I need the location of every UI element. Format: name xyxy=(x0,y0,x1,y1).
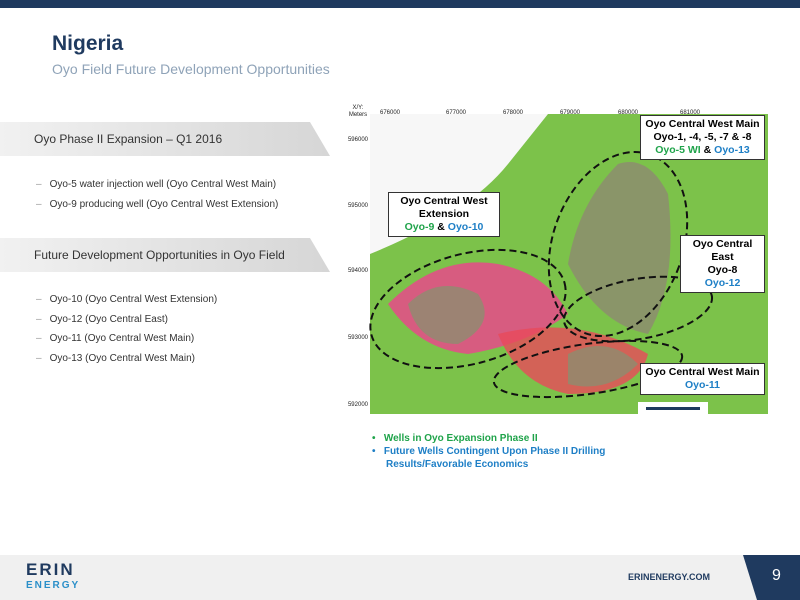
map-label: 680000 xyxy=(618,110,639,116)
well-label: Oyo-10 xyxy=(447,221,484,233)
callout: Oyo Central West Main Oyo-11 xyxy=(640,363,765,395)
url: ERINENERGY.COM xyxy=(627,572,710,582)
bullet-item: Oyo-11 (Oyo Central West Main) xyxy=(36,333,195,344)
bullet-item: Oyo-12 (Oyo Central East) xyxy=(36,314,168,325)
map-label: 679000 xyxy=(560,110,581,116)
callout-line: Oyo Central East xyxy=(692,238,753,263)
map-label: 592000 xyxy=(348,402,369,408)
map-label: 677000 xyxy=(446,110,467,116)
map-label: 595000 xyxy=(348,203,369,209)
callout-wells: Oyo-5 WI & Oyo-13 xyxy=(644,144,761,157)
section-heading: Future Development Opportunities in Oyo … xyxy=(0,238,330,272)
map-label: 594000 xyxy=(348,268,369,274)
callout-wells: Oyo-11 xyxy=(644,379,761,392)
legend-text: Wells in Oyo Expansion Phase II xyxy=(383,433,538,444)
callout-wells: Oyo-9 & Oyo-10 xyxy=(392,221,496,234)
logo-top: ERIN xyxy=(26,560,75,579)
map-label: Meters xyxy=(349,112,367,118)
map-label: 596000 xyxy=(348,137,369,143)
map-label: 676000 xyxy=(380,110,401,116)
map-label: 678000 xyxy=(503,110,524,116)
legend-item: • Wells in Oyo Expansion Phase II xyxy=(372,433,538,444)
callout-line: Oyo-1, -4, -5, -7 & -8 xyxy=(653,131,752,143)
well-label: Oyo-5 WI xyxy=(655,144,701,156)
map-label: X/Y: xyxy=(352,105,363,111)
callout: Oyo Central East Oyo-8 Oyo-12 xyxy=(680,235,765,293)
callout-line: Oyo Central West Main xyxy=(645,118,760,130)
top-bar xyxy=(0,0,800,8)
footer xyxy=(0,555,800,600)
map-label: 681000 xyxy=(680,110,701,116)
well-label: Oyo-11 xyxy=(684,379,721,391)
bullet-item: Oyo-9 producing well (Oyo Central West E… xyxy=(36,199,279,210)
legend-text: Future Wells Contingent Upon Phase II Dr… xyxy=(383,446,606,470)
section-heading: Oyo Phase II Expansion – Q1 2016 xyxy=(0,122,330,156)
bullet-item: Oyo-10 (Oyo Central West Extension) xyxy=(36,294,218,305)
subtitle: Oyo Field Future Development Opportuniti… xyxy=(52,61,330,77)
callout-line: Oyo Central West xyxy=(400,195,488,207)
map-label: 593000 xyxy=(348,335,369,341)
bullet-item: Oyo-13 (Oyo Central West Main) xyxy=(36,353,195,364)
callout-wells: Oyo-12 xyxy=(684,277,761,290)
well-label: & xyxy=(437,221,445,233)
well-label: Oyo-13 xyxy=(714,144,750,156)
callout: Oyo Central West Extension Oyo-9 & Oyo-10 xyxy=(388,192,500,237)
well-label: Oyo-12 xyxy=(704,277,741,289)
bullet-item: Oyo-5 water injection well (Oyo Central … xyxy=(36,179,277,190)
logo-bottom: ENERGY xyxy=(26,580,81,591)
callout-line: Oyo-8 xyxy=(707,264,738,276)
callout: Oyo Central West Main Oyo-1, -4, -5, -7 &… xyxy=(640,115,765,160)
page-number: 9 xyxy=(772,567,781,584)
legend-item: • Future Wells Contingent Upon Phase II … xyxy=(372,446,606,470)
title: Nigeria xyxy=(52,32,124,55)
well-label: Oyo-9 xyxy=(404,221,435,233)
callout-line: Extension xyxy=(418,208,470,220)
callout-line: Oyo Central West Main xyxy=(645,366,760,378)
well-label: & xyxy=(703,144,712,156)
